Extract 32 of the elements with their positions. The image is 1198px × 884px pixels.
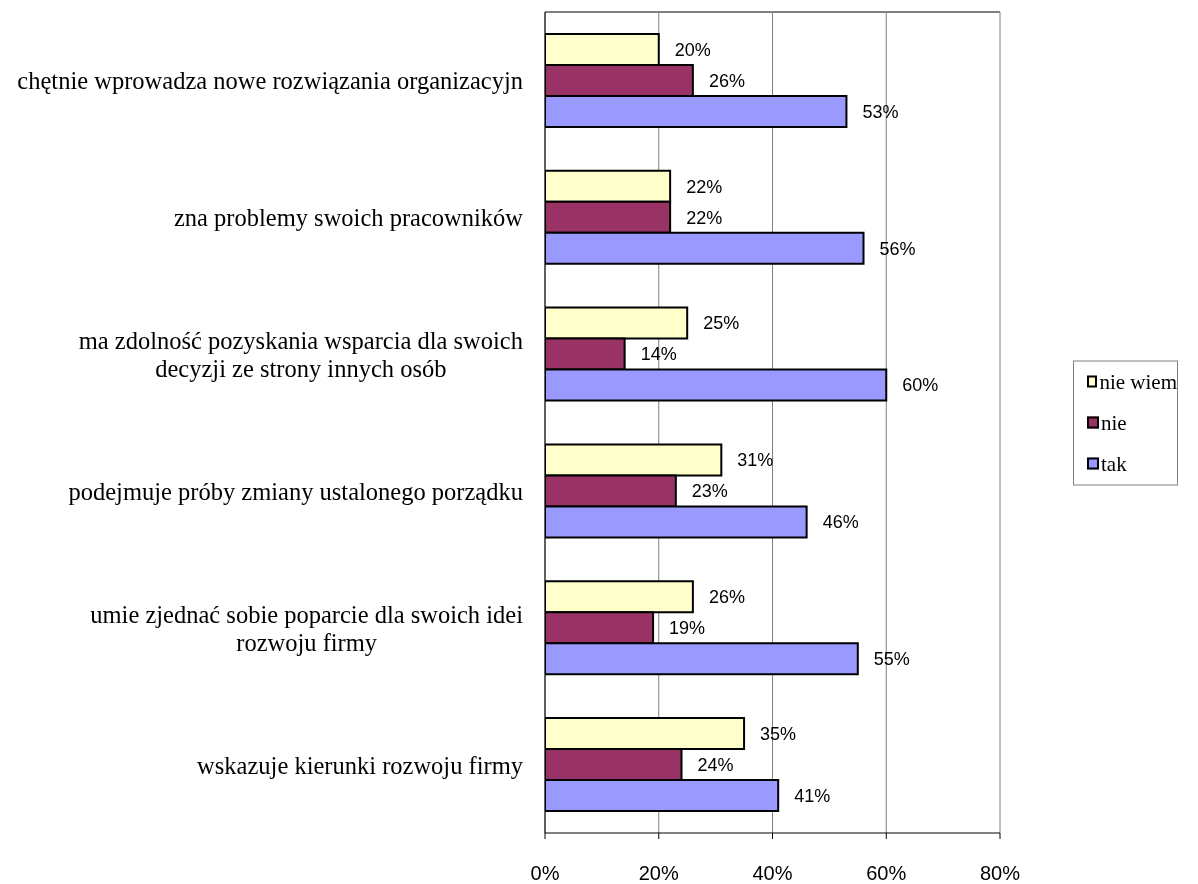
data-label: 46%	[822, 512, 859, 533]
data-label: 24%	[697, 754, 734, 775]
y-tick-label: zna problemy swoich pracowników	[173, 203, 524, 231]
data-label: 22%	[686, 207, 723, 228]
data-label: 53%	[862, 101, 899, 122]
y-tick-label: ma zdolność pozyskania wsparcia dla swoich decyzji ze strony innych osób	[78, 326, 524, 382]
data-label: 25%	[703, 313, 740, 334]
x-tick-label: 20%	[638, 862, 679, 884]
data-label: 41%	[794, 785, 831, 806]
data-label: 31%	[737, 450, 774, 471]
data-label: 26%	[708, 70, 745, 91]
legend-label: nie wiem	[1099, 369, 1177, 394]
data-label: 22%	[686, 176, 723, 197]
y-tick-label: chętnie wprowadza nowe rozwiązania organizacyjn	[17, 66, 523, 94]
data-label: 19%	[669, 618, 706, 639]
data-label: 26%	[708, 587, 745, 608]
y-tick-label: umie zjednać sobie poparcie dla swoich idei rozwoju firmy	[90, 600, 524, 656]
data-label: 60%	[902, 375, 939, 396]
x-tick-label: 80%	[979, 862, 1021, 884]
data-label: 20%	[674, 39, 711, 60]
x-tick-label: 0%	[530, 862, 560, 884]
y-tick-label: wskazuje kierunki rozwoju firmy	[197, 751, 524, 779]
data-label: 35%	[760, 723, 797, 744]
x-tick-label: 60%	[866, 862, 907, 884]
legend-label: nie	[1101, 410, 1127, 435]
y-tick-label: podejmuje próby zmiany ustalonego porządku	[68, 477, 523, 505]
legend-label: tak	[1101, 451, 1127, 476]
data-label: 55%	[873, 649, 910, 670]
data-label: 14%	[640, 344, 677, 365]
x-tick-label: 40%	[752, 862, 793, 884]
data-label: 23%	[691, 481, 728, 502]
data-label: 56%	[879, 238, 916, 259]
